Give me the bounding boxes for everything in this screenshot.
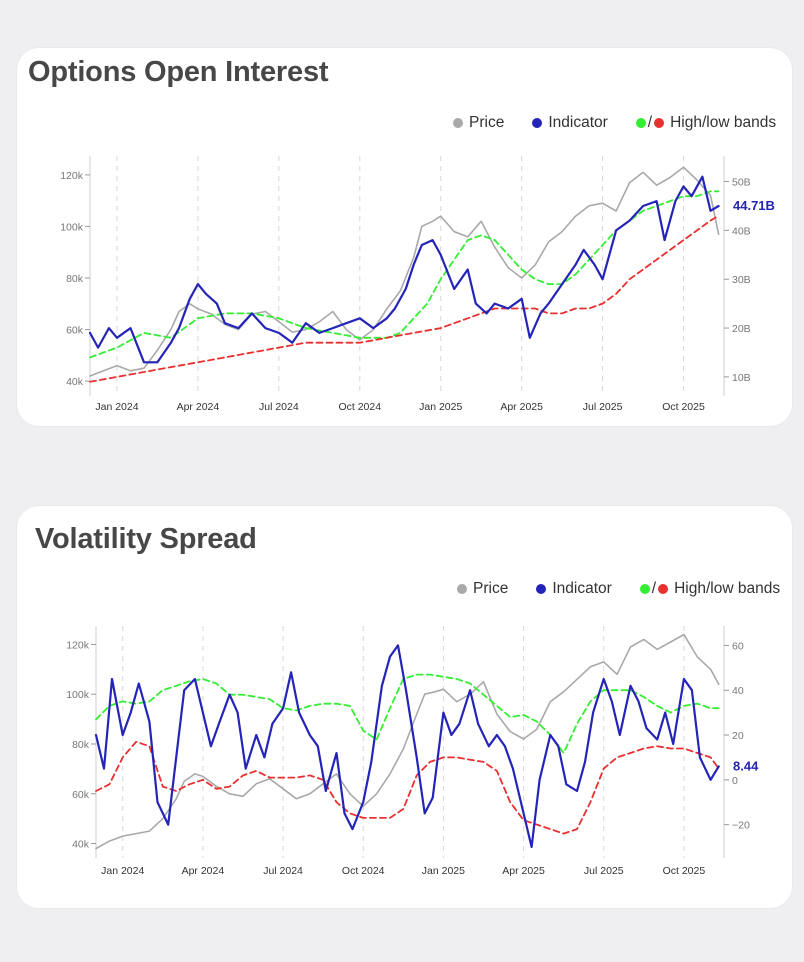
volatility-spread-chart: Jan 2024 Apr 2024 Jul 2024 Oct 2024 Jan 2025… [66,626,759,877]
high-band-line [89,190,720,359]
price-line [89,166,720,377]
x-tick-label: Jan 2024 [95,401,138,413]
y-right-tick-label: 20 [732,730,744,742]
y-right-tick-label: −20 [732,820,750,832]
y-right-tick-label: 60 [732,640,744,652]
y-right-tick-label: 40B [732,225,751,237]
x-tick-label: Apr 2025 [502,865,545,877]
indicator-dot-icon [536,584,547,594]
y-left-tick-label: 40k [66,376,84,388]
chart-legend: Price Indicator / High/low bands [457,580,780,598]
price-dot-icon [457,584,467,594]
y-left-tick-label: 120k [66,639,90,651]
legend-item-indicator[interactable]: Indicator [532,114,608,132]
x-tick-label: Jan 2025 [419,401,462,413]
y-left-tick-label: 60k [66,325,84,337]
indicator-line [94,644,720,849]
x-tick-label: Apr 2024 [177,401,220,413]
legend-separator: / [651,580,657,597]
legend-item-bands[interactable]: / High/low bands [635,114,777,132]
indicator-dot-icon [532,118,543,128]
x-tick-label: Jan 2025 [422,865,465,877]
y-left-tick-label: 40k [72,839,90,851]
x-tick-label: Jul 2025 [584,865,624,877]
chart-legend: Price Indicator / High/low bands [453,114,776,132]
x-tick-label: Jul 2024 [259,401,299,413]
high-band-line [95,673,720,754]
indicator-end-label: 44.71B [733,198,775,213]
legend-item-indicator[interactable]: Indicator [536,580,612,598]
options-open-interest-card: Options Open Interest Price Indicator / … [17,48,792,426]
legend-item-price[interactable]: Price [453,114,504,132]
y-right-tick-label: 30B [732,274,751,286]
y-left-tick-label: 80k [72,739,90,751]
indicator-line [88,175,720,364]
high-band-dot-icon [639,584,650,594]
card-title: Options Open Interest [28,56,329,88]
y-left-tick-label: 100k [66,689,90,701]
x-tick-label: Apr 2024 [182,865,225,877]
y-right-tick-label: 50B [732,177,751,189]
legend-item-price[interactable]: Price [457,580,508,598]
indicator-end-label: 8.44 [733,758,759,773]
y-left-tick-label: 120k [60,170,84,182]
y-left-tick-label: 100k [60,221,84,233]
legend-label: Indicator [548,114,608,131]
x-tick-label: Jul 2024 [263,865,303,877]
options-open-interest-chart: Jan 2024 Apr 2024 Jul 2024 Oct 2024 Jan 2025… [60,156,775,413]
x-tick-label: Apr 2025 [500,401,543,413]
low-band-line [89,214,720,383]
legend-label: High/low bands [670,114,777,131]
y-right-tick-label: 20B [732,323,751,335]
high-band-dot-icon [635,118,646,128]
x-tick-label: Oct 2025 [662,401,705,413]
y-left-tick-label: 80k [66,273,84,285]
low-band-line [95,740,720,835]
x-tick-label: Jan 2024 [101,865,144,877]
volatility-spread-card: Volatility Spread Price Indicator / High… [17,506,792,908]
legend-separator: / [647,114,653,131]
legend-label: Indicator [552,580,612,597]
legend-label: Price [473,580,509,597]
y-left-tick-label: 60k [72,789,90,801]
price-dot-icon [453,118,463,128]
x-tick-label: Oct 2024 [338,401,381,413]
y-right-tick-label: 10B [732,372,751,384]
legend-label: High/low bands [674,580,781,597]
card-title: Volatility Spread [35,523,257,555]
legend-item-bands[interactable]: / High/low bands [639,580,781,598]
price-line [95,633,720,850]
low-band-dot-icon [658,584,669,594]
legend-label: Price [469,114,505,131]
x-tick-label: Jul 2025 [583,401,623,413]
y-right-tick-label: 40 [732,685,744,697]
y-right-tick-label: 0 [732,775,738,787]
x-tick-label: Oct 2024 [342,865,385,877]
low-band-dot-icon [654,118,665,128]
x-tick-label: Oct 2025 [663,865,706,877]
